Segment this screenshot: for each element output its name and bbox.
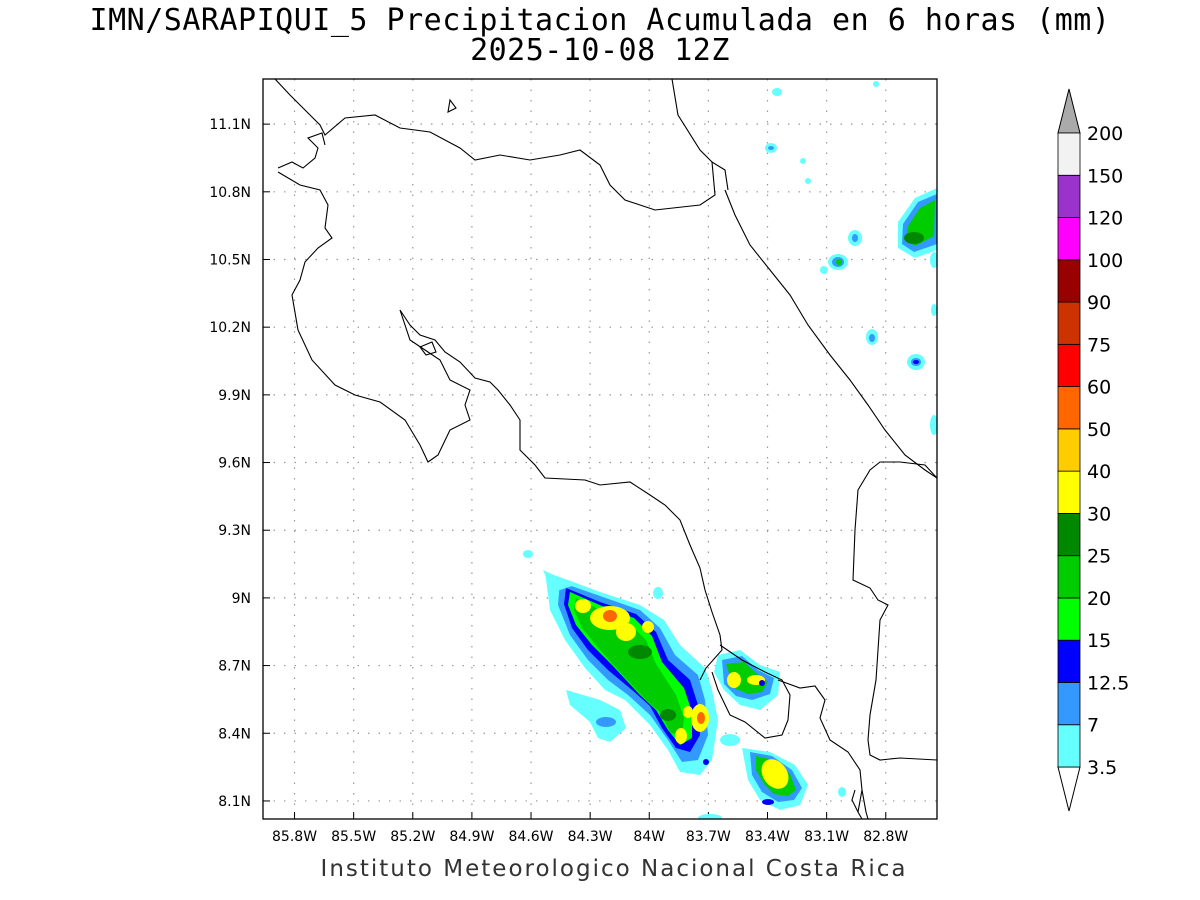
map-title: IMN/SARAPIQUI_5 Precipitacion Acumulada … — [89, 3, 1111, 38]
colorbar-label: 50 — [1087, 419, 1111, 441]
x-tick-label: 84.9W — [449, 829, 494, 845]
y-tick-label: 8.4N — [218, 726, 251, 742]
x-tick-label: 85.2W — [390, 829, 435, 845]
x-tick-label: 82.8W — [863, 829, 908, 845]
x-axis-labels: 85.8W 85.5W 85.2W 84.9W 84.6W 84.3W 84W 83.7W 83… — [272, 829, 908, 845]
colorbar-label: 200 — [1087, 123, 1123, 145]
y-axis-labels: 11.1N 10.8N 10.5N 10.2N 9.9N 9.6N 9.3N 9N 8.7N 8.… — [209, 117, 251, 810]
colorbar-label: 120 — [1087, 208, 1123, 230]
y-tick-label: 10.8N — [209, 185, 251, 201]
colorbar-label: 20 — [1087, 588, 1111, 610]
colorbar: 3.5 7 12.5 15 20 25 30 40 50 60 75 90 100 120 150 200 — [1057, 88, 1129, 812]
colorbar-label: 40 — [1087, 461, 1111, 483]
precip-cell-pacific-main — [545, 572, 718, 775]
colorbar-swatch — [1057, 174, 1081, 218]
x-tick-label: 83.1W — [804, 829, 849, 845]
colorbar-label: 12.5 — [1087, 672, 1129, 694]
precip-cell-south — [698, 748, 846, 819]
x-tick-label: 85.5W — [331, 829, 376, 845]
colorbar-swatch — [1057, 259, 1081, 303]
y-tick-label: 9.9N — [218, 388, 251, 404]
colorbar-label: 100 — [1087, 250, 1123, 272]
precip-cell-border — [714, 650, 780, 710]
y-tick-label: 8.7N — [218, 659, 251, 675]
colorbar-swatch — [1057, 343, 1081, 388]
colorbar-swatch — [1057, 682, 1081, 726]
plot-frame — [262, 78, 938, 820]
colorbar-label: 3.5 — [1087, 757, 1117, 779]
colorbar-over-arrow — [1057, 88, 1081, 134]
colorbar-under-arrow — [1057, 766, 1081, 812]
colorbar-swatch — [1057, 217, 1081, 261]
precipitation-layer — [523, 81, 937, 819]
x-tick-label: 83.4W — [745, 829, 790, 845]
y-tick-label: 8.1N — [218, 794, 251, 810]
colorbar-swatch — [1057, 301, 1081, 345]
colorbar-swatch — [1057, 386, 1081, 430]
colorbar-label: 60 — [1087, 377, 1111, 399]
x-tick-label: 85.8W — [272, 829, 317, 845]
y-tick-label: 9.6N — [218, 456, 251, 472]
colorbar-label: 150 — [1087, 165, 1123, 187]
footer-credit: Instituto Meteorologico Nacional Costa R… — [320, 856, 908, 882]
coastlines — [274, 79, 937, 819]
precip-cell-west-offshore — [523, 550, 740, 746]
colorbar-swatch — [1057, 513, 1081, 557]
map-timestamp: 2025-10-08 12Z — [470, 33, 730, 68]
x-tick-label: 84.3W — [568, 829, 613, 845]
colorbar-swatch — [1057, 724, 1081, 768]
colorbar-label: 15 — [1087, 630, 1111, 652]
colorbar-label: 30 — [1087, 503, 1111, 525]
x-tick-label: 84W — [633, 829, 665, 845]
colorbar-swatch — [1057, 555, 1081, 599]
precip-cell-caribbean — [765, 81, 937, 435]
colorbar-swatch — [1057, 470, 1081, 514]
colorbar-swatch — [1057, 428, 1081, 472]
colorbar-label: 7 — [1087, 715, 1099, 737]
colorbar-swatch — [1057, 132, 1081, 176]
x-tick-label: 84.6W — [509, 829, 554, 845]
colorbar-label: 75 — [1087, 334, 1111, 356]
y-tick-label: 10.2N — [209, 320, 251, 336]
y-tick-label: 11.1N — [209, 117, 251, 133]
colorbar-label: 90 — [1087, 292, 1111, 314]
colorbar-swatch — [1057, 597, 1081, 641]
y-tick-label: 9.3N — [218, 523, 251, 539]
y-tick-label: 10.5N — [209, 252, 251, 268]
x-tick-label: 83.7W — [686, 829, 731, 845]
colorbar-swatch — [1057, 639, 1081, 683]
colorbar-label: 25 — [1087, 546, 1111, 568]
y-tick-label: 9N — [232, 591, 251, 607]
